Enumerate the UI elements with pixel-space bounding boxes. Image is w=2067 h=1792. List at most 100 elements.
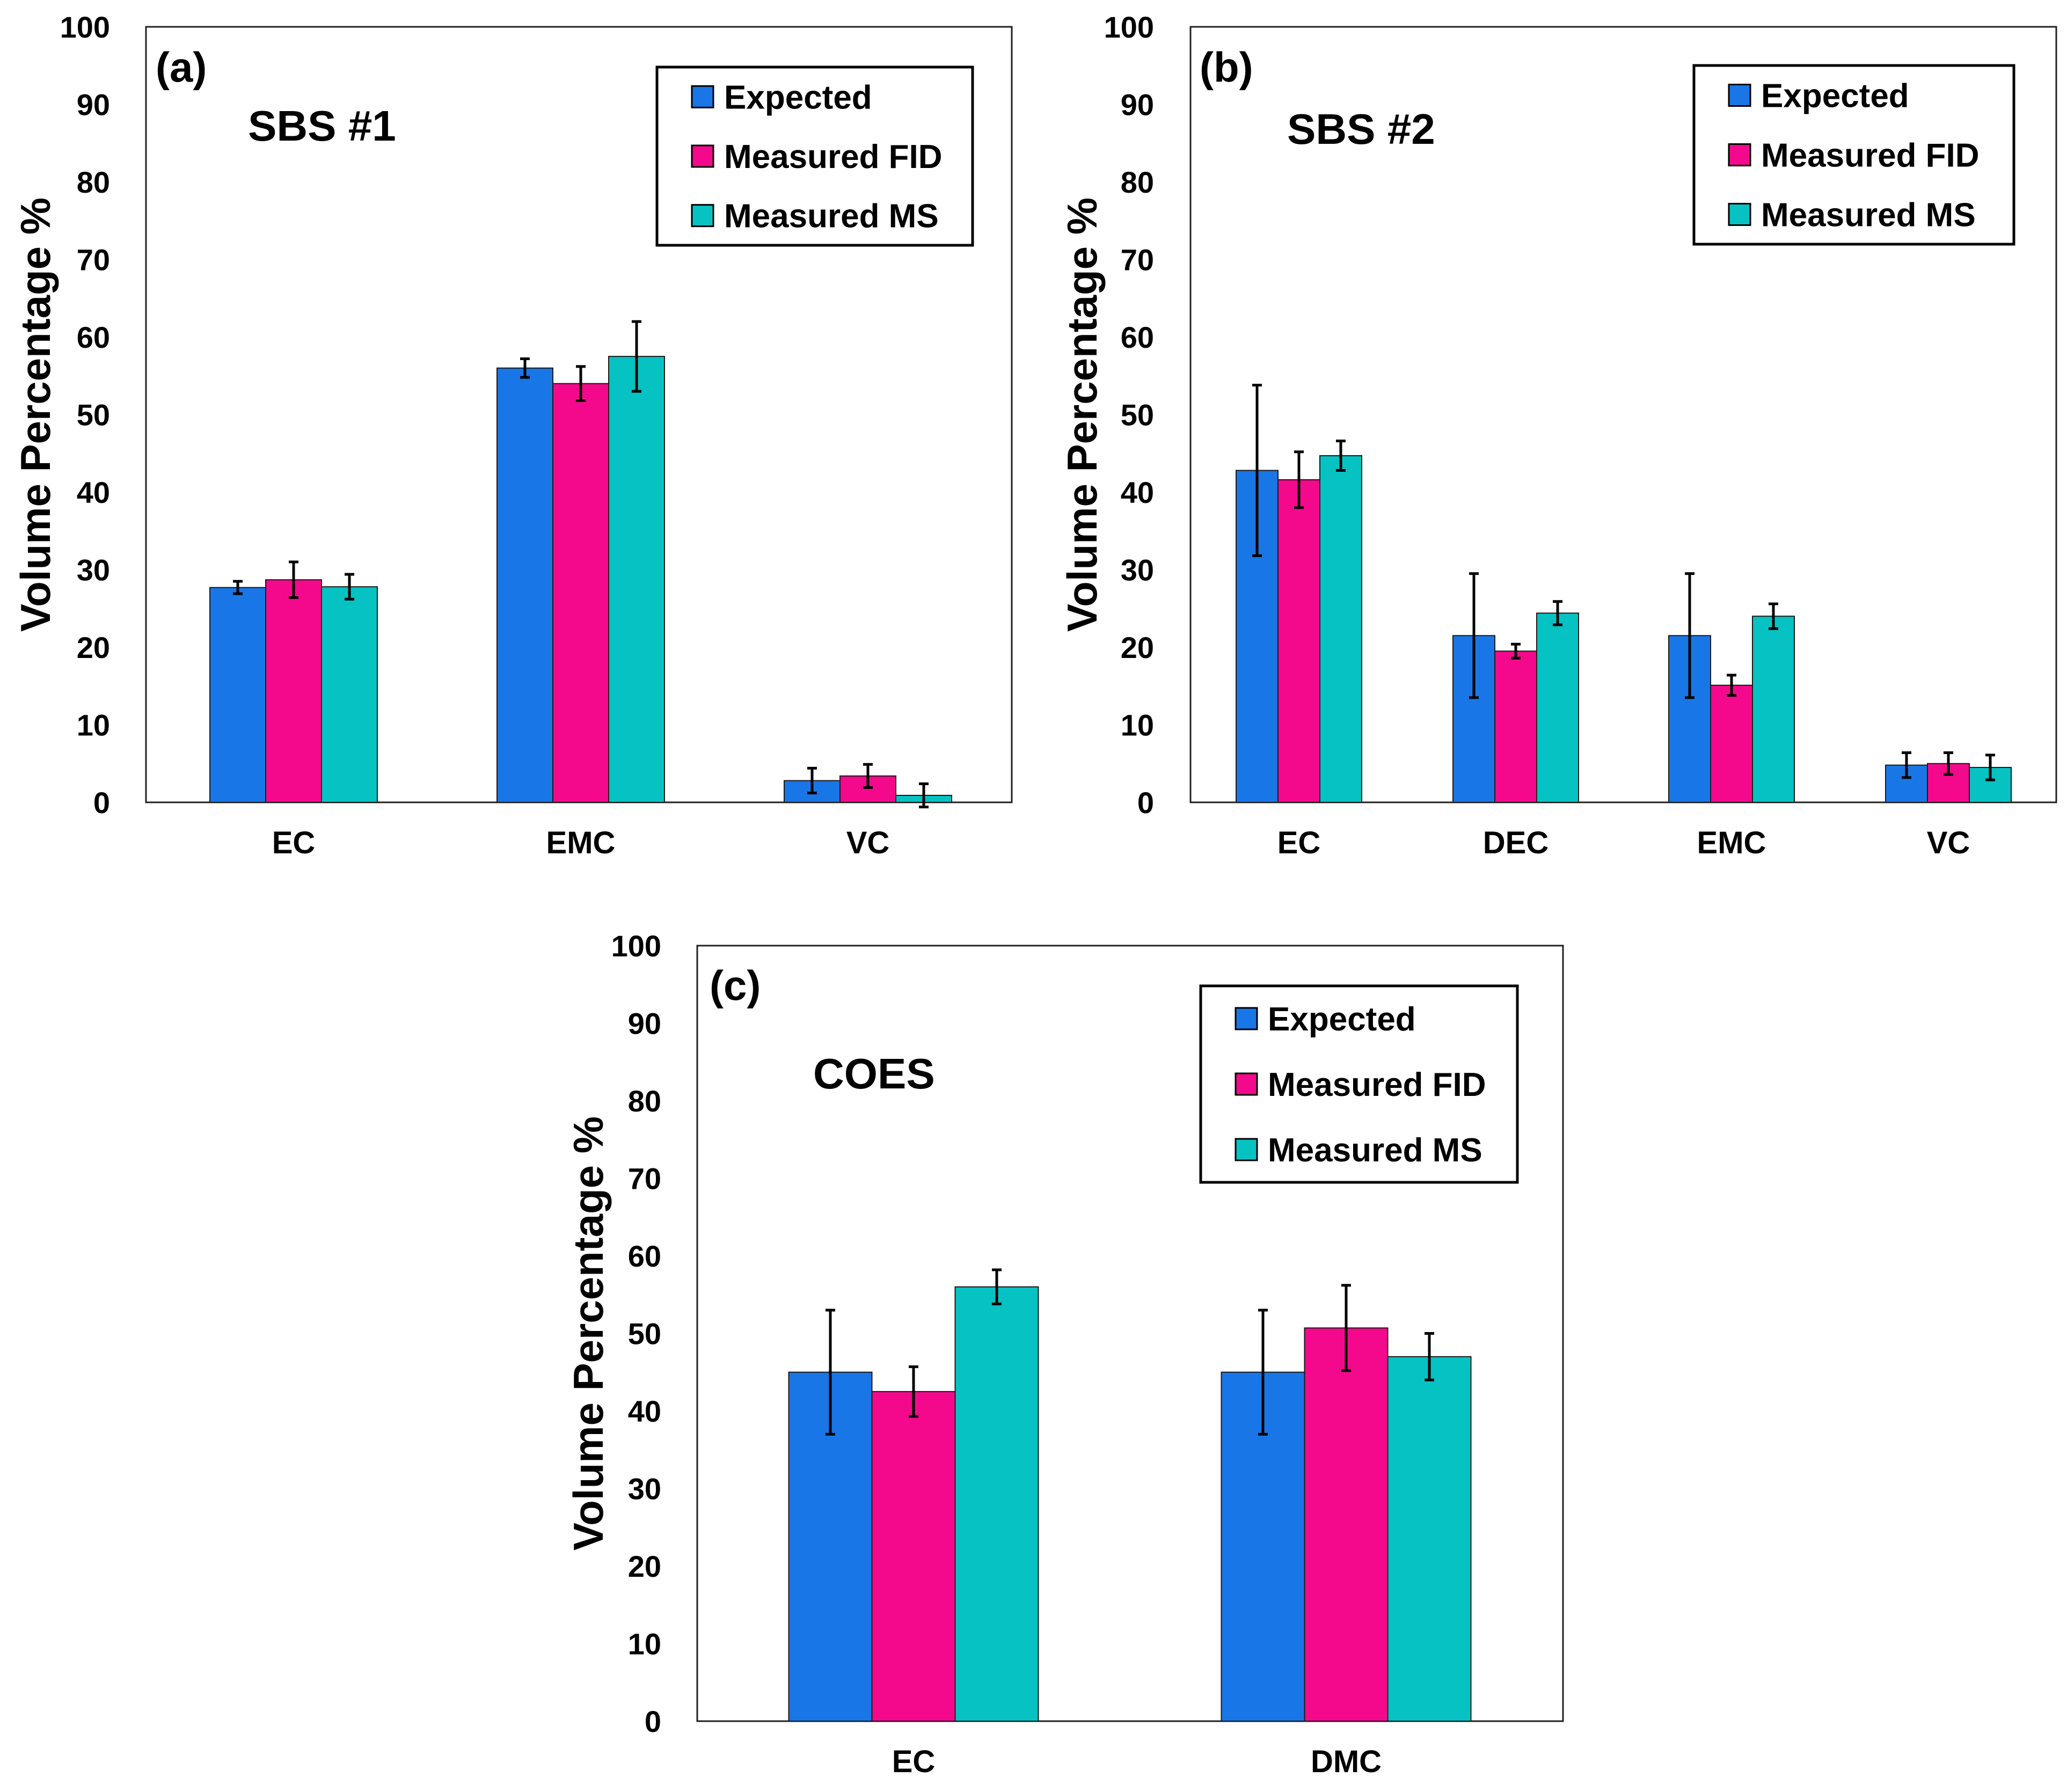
bar-measured-fid-emc bbox=[552, 383, 609, 803]
error-bar-expected-ec bbox=[826, 1308, 835, 1436]
y-tick-label: 70 bbox=[1121, 243, 1154, 277]
error-bar-measured-ms-emc bbox=[632, 320, 641, 393]
chart-title: SBS #1 bbox=[248, 102, 396, 150]
bar-measured-ms-dec bbox=[1536, 612, 1579, 803]
error-bar-measured-fid-ec bbox=[1294, 450, 1304, 509]
y-tick-label: 30 bbox=[77, 553, 110, 587]
bar-measured-ms-ec bbox=[954, 1286, 1039, 1722]
legend-label-measured-ms: Measured MS bbox=[724, 198, 939, 235]
y-tick-label: 40 bbox=[628, 1394, 661, 1428]
bar-measured-ms-ec bbox=[1319, 455, 1362, 803]
error-bar-measured-ms-ec bbox=[345, 573, 354, 601]
category-label-vc: VC bbox=[1927, 825, 1970, 860]
legend: Expected Measured FID Measured MS bbox=[1692, 64, 2015, 246]
legend-label-measured-fid: Measured FID bbox=[1761, 137, 1980, 174]
y-tick-label: 60 bbox=[1121, 320, 1154, 354]
y-tick-label: 80 bbox=[628, 1084, 661, 1118]
legend-swatch-expected bbox=[1728, 84, 1751, 107]
legend-swatch-measured-fid bbox=[1728, 143, 1751, 166]
panel-label: (a) bbox=[156, 43, 207, 91]
plot-frame bbox=[1189, 26, 2057, 803]
y-tick-label: 100 bbox=[1104, 10, 1154, 44]
legend-swatch-measured-ms bbox=[1235, 1138, 1258, 1161]
bar-measured-ms-ec bbox=[321, 586, 378, 803]
legend-label-expected: Expected bbox=[724, 79, 872, 116]
error-bar-measured-fid-dec bbox=[1511, 642, 1521, 660]
error-bar-measured-ms-emc bbox=[1769, 602, 1778, 630]
y-tick-label: 20 bbox=[77, 631, 110, 664]
y-axis-label: Volume Percentage % bbox=[565, 1116, 612, 1550]
error-bar-measured-fid-ec bbox=[909, 1365, 918, 1418]
y-tick-label: 90 bbox=[628, 1007, 661, 1041]
error-bar-expected-ec bbox=[233, 580, 243, 595]
y-tick-label: 0 bbox=[93, 786, 110, 820]
y-tick-label: 20 bbox=[1121, 631, 1154, 664]
legend-swatch-expected bbox=[1235, 1007, 1258, 1030]
bar-expected-ec bbox=[209, 587, 266, 803]
legend-swatch-measured-ms bbox=[691, 204, 714, 228]
y-tick-label: 40 bbox=[77, 476, 110, 509]
chart-panel-a: 0 10 20 30 40 50 60 70 80 90 100 Volume Percentage … bbox=[12, 10, 1013, 860]
y-axis-label: Volume Percentage % bbox=[12, 198, 59, 632]
error-bar-measured-ms-vc bbox=[919, 782, 929, 809]
error-bar-measured-ms-dec bbox=[1553, 600, 1562, 626]
bar-measured-ms-dmc bbox=[1387, 1356, 1472, 1722]
y-tick-label: 50 bbox=[77, 398, 110, 432]
error-bar-measured-ms-ec bbox=[1336, 440, 1346, 472]
panel-label: (b) bbox=[1200, 43, 1253, 91]
y-tick-label: 40 bbox=[1121, 476, 1154, 509]
bar-measured-fid-ec bbox=[871, 1391, 956, 1722]
y-tick-label: 50 bbox=[1121, 398, 1154, 432]
category-label-dec: DEC bbox=[1483, 825, 1549, 860]
category-label-emc: EMC bbox=[1697, 825, 1766, 860]
error-bar-expected-vc bbox=[807, 766, 817, 795]
error-bar-expected-dec bbox=[1469, 572, 1479, 699]
legend-label-measured-ms: Measured MS bbox=[1761, 197, 1976, 234]
error-bar-measured-ms-vc bbox=[1985, 754, 1995, 781]
y-tick-label: 90 bbox=[77, 88, 110, 122]
legend-swatch-measured-fid bbox=[691, 144, 714, 168]
error-bar-measured-fid-dmc bbox=[1341, 1284, 1351, 1372]
legend-swatch-measured-fid bbox=[1235, 1072, 1258, 1096]
y-tick-label: 30 bbox=[628, 1472, 661, 1506]
bar-measured-fid-ec bbox=[1277, 479, 1320, 803]
category-label-vc: VC bbox=[846, 825, 890, 860]
error-bar-measured-fid-vc bbox=[1944, 751, 1953, 776]
y-tick-label: 70 bbox=[77, 243, 110, 277]
error-bar-measured-ms-dmc bbox=[1425, 1332, 1434, 1381]
error-bar-measured-fid-emc bbox=[1727, 674, 1736, 697]
bar-measured-ms-emc bbox=[1752, 616, 1795, 803]
error-bar-measured-fid-emc bbox=[576, 365, 586, 402]
legend-label-expected: Expected bbox=[1268, 1001, 1416, 1038]
category-label-ec: EC bbox=[1277, 825, 1321, 860]
error-bar-measured-ms-ec bbox=[992, 1268, 1002, 1306]
plot-frame bbox=[696, 945, 1564, 1722]
y-tick-label: 10 bbox=[77, 708, 110, 742]
category-label-ec: EC bbox=[272, 825, 316, 860]
error-bar-expected-emc bbox=[1685, 572, 1694, 699]
y-tick-label: 80 bbox=[1121, 165, 1154, 199]
chart-panel-b: 0 10 20 30 40 50 60 70 80 90 100 Volume Percentage … bbox=[1058, 10, 2057, 860]
legend-label-measured-ms: Measured MS bbox=[1268, 1132, 1482, 1169]
bar-measured-fid-ec bbox=[265, 579, 322, 803]
legend: Expected Measured FID Measured MS bbox=[655, 65, 974, 247]
y-tick-label: 0 bbox=[645, 1705, 661, 1738]
error-bar-measured-fid-vc bbox=[863, 763, 873, 789]
bar-measured-fid-dec bbox=[1494, 650, 1537, 803]
bar-expected-emc bbox=[496, 367, 553, 803]
panel-label: (c) bbox=[710, 962, 761, 1009]
y-tick-label: 100 bbox=[611, 929, 661, 963]
chart-panel-c: 0 10 20 30 40 50 60 70 80 90 100 Volume Percentage … bbox=[565, 929, 1564, 1779]
category-label-dmc: DMC bbox=[1311, 1744, 1382, 1779]
legend-label-measured-fid: Measured FID bbox=[724, 138, 943, 175]
bar-measured-ms-emc bbox=[608, 356, 665, 803]
legend-label-expected: Expected bbox=[1761, 78, 1909, 115]
y-tick-label: 10 bbox=[1121, 708, 1154, 742]
y-tick-label: 30 bbox=[1121, 553, 1154, 587]
bar-measured-fid-emc bbox=[1710, 684, 1753, 803]
legend: Expected Measured FID Measured MS bbox=[1199, 984, 1519, 1184]
y-tick-label: 70 bbox=[628, 1162, 661, 1196]
error-bar-expected-emc bbox=[520, 357, 530, 379]
y-tick-label: 100 bbox=[60, 10, 110, 44]
